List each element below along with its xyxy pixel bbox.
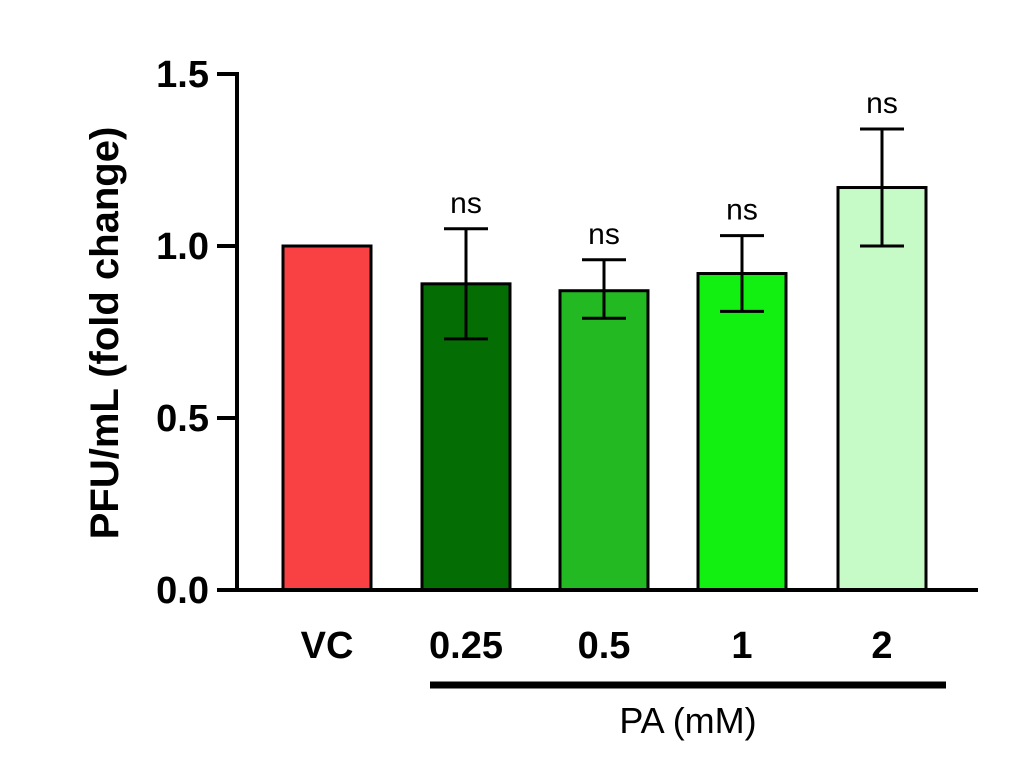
- significance-label-2: ns: [866, 87, 898, 120]
- bar-1: [696, 272, 788, 592]
- x-tick-label-0.25: 0.25: [429, 625, 503, 667]
- bar-VC: [281, 244, 373, 592]
- y-tick-label-1.0: 1.0: [156, 226, 209, 268]
- significance-label-0.25: ns: [450, 187, 482, 220]
- x-tick-label-1: 1: [731, 625, 752, 667]
- y-tick-label-0.0: 0.0: [156, 570, 209, 612]
- error-bars-layer: [444, 127, 904, 341]
- group-label: PA (mM): [619, 700, 756, 741]
- significance-label-1: ns: [726, 194, 758, 227]
- bar-2: [836, 186, 928, 592]
- bar-0.5: [558, 289, 650, 592]
- significance-layer: ns ns ns ns: [450, 87, 898, 251]
- x-tick-label-0.5: 0.5: [578, 625, 631, 667]
- significance-label-0.5: ns: [588, 218, 620, 251]
- axes-layer: [217, 72, 978, 689]
- x-tick-label-VC: VC: [301, 625, 354, 667]
- x-tick-label-2: 2: [871, 625, 892, 667]
- labels-layer: VC 0.25 0.5 1 2 0.0 0.5 1.0 1.5: [156, 54, 892, 667]
- y-tick-label-1.5: 1.5: [156, 54, 209, 96]
- y-axis-title: PFU/mL (fold change): [83, 127, 127, 540]
- y-tick-label-0.5: 0.5: [156, 398, 209, 440]
